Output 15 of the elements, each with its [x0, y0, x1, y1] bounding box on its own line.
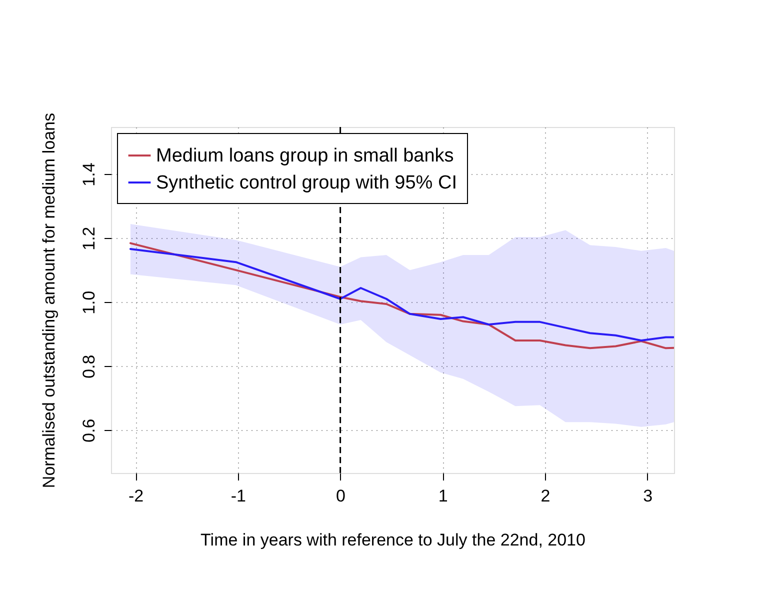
- y-tick-label: 1.4: [80, 162, 98, 186]
- y-tick-label: 0.8: [80, 354, 98, 378]
- x-tick-label: 3: [643, 486, 653, 506]
- x-tick-label: 0: [336, 486, 346, 506]
- x-tick-label: 1: [438, 486, 448, 506]
- x-axis-title: Time in years with reference to July the 22nd, 2010: [200, 530, 586, 550]
- legend-label: Synthetic control group with 95% CI: [156, 172, 457, 194]
- y-axis-title: Normalised outstanding amount for medium loans: [40, 112, 58, 488]
- x-tick-label: 2: [540, 486, 550, 506]
- y-tick-label: 1.0: [80, 290, 98, 314]
- x-tick-label: -2: [128, 486, 144, 506]
- x-tick-label: -1: [230, 486, 246, 506]
- y-tick-label: 0.6: [80, 418, 98, 442]
- y-tick-label: 1.2: [80, 226, 98, 250]
- legend-label: Medium loans group in small banks: [156, 146, 454, 166]
